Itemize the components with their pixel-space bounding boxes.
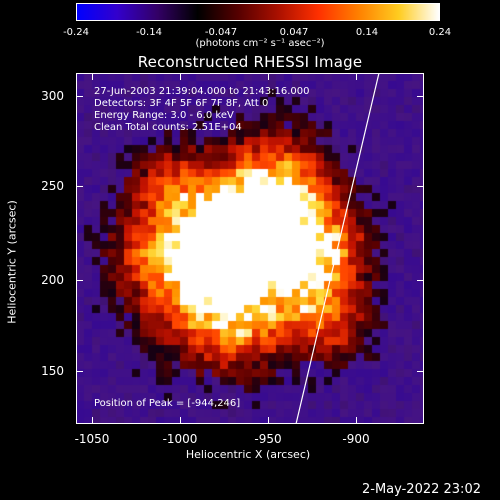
x-tick-mark	[268, 417, 269, 424]
x-tick-mark	[356, 73, 357, 80]
y-tick-label: 250	[41, 179, 64, 193]
x-tick-label: -1000	[162, 432, 198, 446]
y-tick-mark	[76, 96, 83, 97]
x-tick-mark	[268, 73, 269, 80]
colorbar-tick: 0.14	[355, 27, 379, 38]
x-tick-mark	[92, 73, 93, 80]
plot-title: Reconstructed RHESSI Image	[137, 53, 363, 71]
info-time-range: 27-Jun-2003 21:39:04.000 to 21:43:16.000	[94, 86, 310, 97]
y-tick-mark	[417, 96, 424, 97]
x-tick-label: -900	[342, 432, 370, 446]
y-tick-mark	[76, 371, 83, 372]
y-tick-label: 150	[41, 364, 64, 378]
solar-limb	[295, 73, 380, 424]
peak-position-label: Position of Peak = [-944,246]	[94, 398, 241, 409]
y-tick-mark	[417, 186, 424, 187]
y-tick-mark	[76, 186, 83, 187]
y-tick-label: 300	[41, 89, 64, 103]
x-axis-title: Heliocentric X (arcsec)	[185, 448, 311, 461]
x-tick-mark	[180, 417, 181, 424]
colorbar-tick: -0.047	[204, 27, 238, 38]
y-tick-mark	[417, 371, 424, 372]
info-total-counts: Clean Total counts: 2.51E+04	[94, 122, 242, 133]
limb-line	[295, 73, 380, 424]
info-detectors: Detectors: 3F 4F 5F 6F 7F 8F, Att 0	[94, 98, 269, 109]
colorbar-tick: -0.14	[136, 27, 162, 38]
y-tick-mark	[417, 280, 424, 281]
x-tick-mark	[180, 73, 181, 80]
colorbar-tick: 0.047	[279, 27, 309, 38]
colorbar-tick: 0.24	[428, 27, 452, 38]
info-energy-range: Energy Range: 3.0 - 6.0 keV	[94, 110, 234, 121]
y-tick-label: 200	[41, 273, 64, 287]
colorbar	[76, 3, 440, 21]
x-tick-label: -950	[254, 432, 282, 446]
timestamp: 2-May-2022 23:02	[362, 482, 481, 497]
colorbar-tick: -0.24	[63, 27, 89, 38]
x-tick-label: -1050	[74, 432, 110, 446]
y-tick-mark	[76, 280, 83, 281]
colorbar-units: (photons cm⁻² s⁻¹ asec⁻²)	[195, 38, 325, 49]
y-axis-title: Heliocentric Y (arcsec)	[5, 200, 19, 324]
solar-image-canvas	[76, 73, 424, 424]
image-plot-area	[76, 73, 424, 424]
x-tick-mark	[356, 417, 357, 424]
x-tick-mark	[92, 417, 93, 424]
